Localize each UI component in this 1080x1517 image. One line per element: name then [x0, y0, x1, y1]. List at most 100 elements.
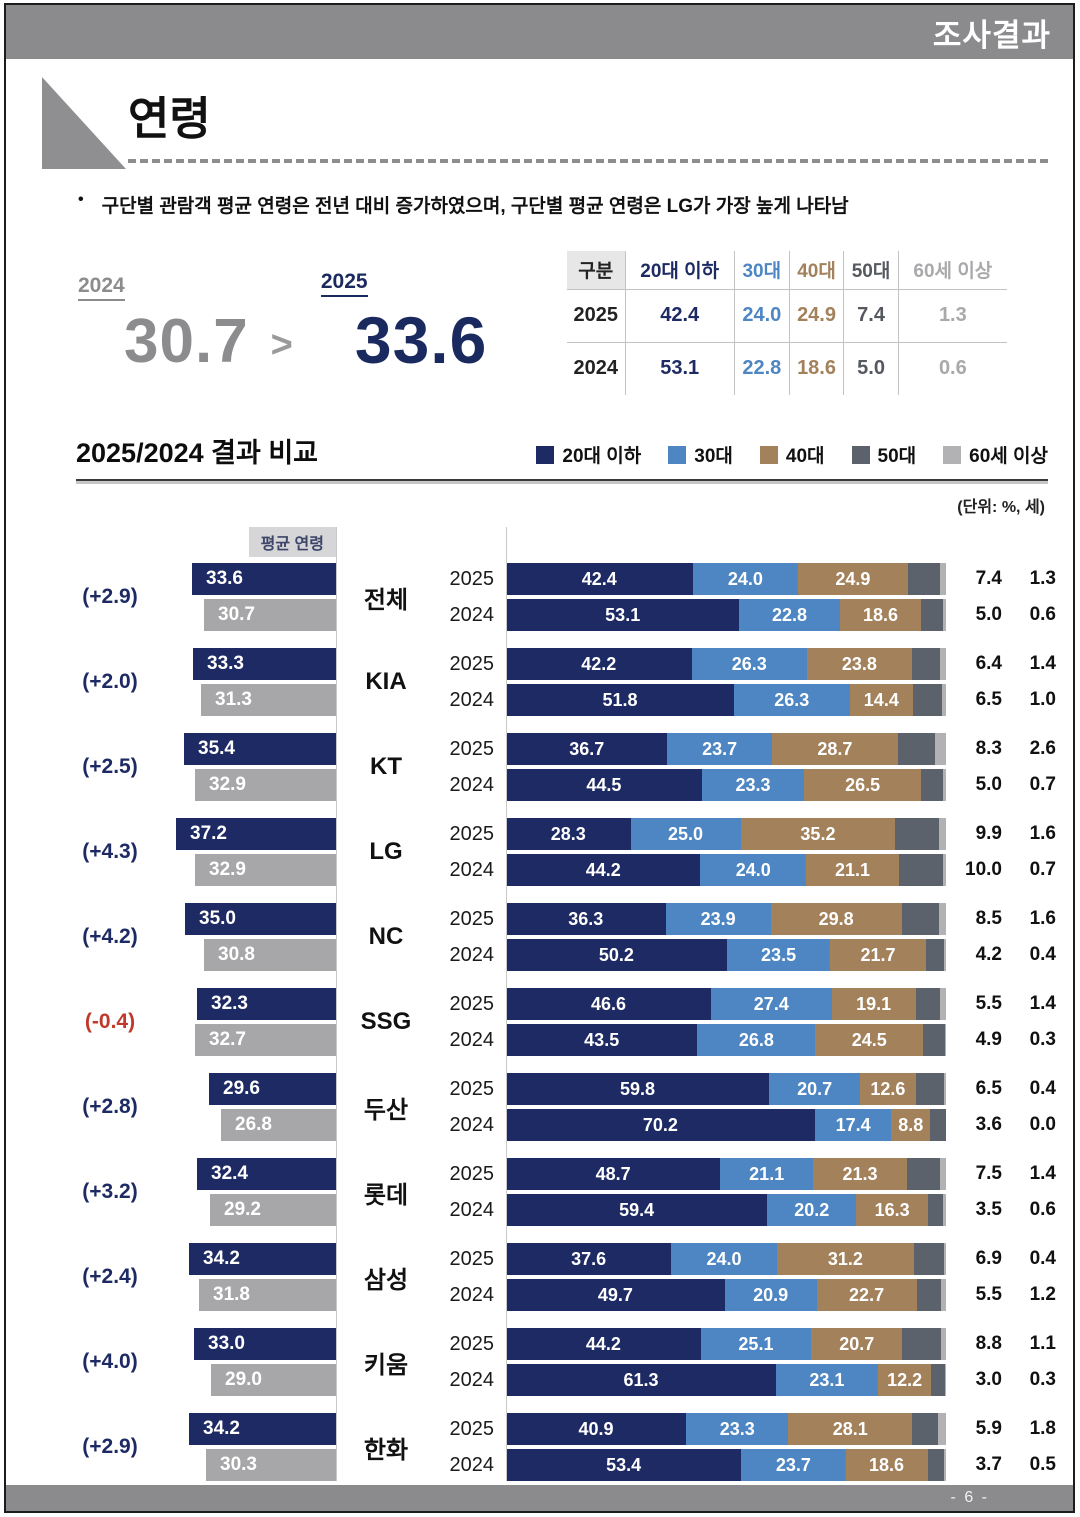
stack-segment: 42.4: [506, 563, 693, 595]
avg-bar-2025: 33.0: [194, 1328, 336, 1360]
avg-2024-block: 2024 30.7: [78, 274, 249, 373]
table-cell: 42.4: [624, 288, 735, 343]
stack-segment: 46.6: [506, 988, 712, 1020]
table-cell: 24.0: [733, 288, 790, 343]
stack-segment: 18.6: [845, 1449, 928, 1481]
legend-swatch-20s-icon: [536, 445, 555, 464]
stack-segment: 19.1: [831, 988, 916, 1020]
outside-value: 8.5: [975, 908, 1002, 929]
outside-value: 6.5: [975, 689, 1002, 710]
legend-item-20s: 20대 이하: [536, 441, 641, 468]
team-name-label: 삼성: [363, 1266, 409, 1294]
avg-bar-2024: 29.0: [211, 1364, 336, 1396]
avg-bar-2024: 32.9: [195, 769, 336, 801]
table-header-row: 구분 20대 이하 30대 40대 50대 60세 이상: [567, 251, 1007, 290]
team-row: (+2.9) 34.2 30.3 한화 2025 2024 40.9 23.3 28.1 53.4…: [36, 1413, 1073, 1481]
avg-age-chip: 평균 연령: [248, 527, 336, 557]
stack-segment: 44.2: [506, 854, 701, 886]
avg-bars: 33.3 31.3: [156, 648, 336, 716]
avg-bar-2025: 33.6: [192, 563, 336, 595]
stack-segment: [920, 769, 943, 801]
avg-bar-2025: 32.3: [197, 988, 336, 1020]
year-labels: 2025 2024: [436, 1243, 506, 1311]
table-cell: 53.1: [624, 341, 735, 395]
legend-item-40s: 40대: [759, 441, 825, 468]
stack-segment: 49.7: [506, 1279, 725, 1311]
legend-label: 20대 이하: [562, 446, 642, 467]
stacked-bars: 40.9 23.3 28.1 53.4 23.7 18.6: [506, 1413, 946, 1481]
stack-segment: 16.3: [856, 1194, 928, 1226]
avg-2025-label: 2025: [320, 270, 368, 297]
section-title: 연령: [128, 93, 211, 144]
stack-segment: 23.7: [741, 1449, 846, 1481]
outside-value: 0.7: [1029, 774, 1056, 795]
avg-bars: 35.0 30.8: [156, 903, 336, 971]
outside-value: 4.2: [975, 944, 1002, 965]
avg-delta-label: (-0.4): [84, 1010, 136, 1033]
team-name-label: 한화: [363, 1436, 409, 1464]
legend-item-60s: 60세 이상: [943, 441, 1048, 468]
stack-segment: [912, 1413, 939, 1445]
table-row-label: 2025: [567, 288, 626, 343]
team-row: (+2.8) 29.6 26.8 두산 2025 2024 59.8 20.7 12.6 70.2…: [36, 1073, 1073, 1141]
chart-legend: 20대 이하 30대 40대 50대 60세 이상: [536, 441, 1048, 470]
section-header: 연령: [42, 73, 1048, 171]
table-row-2024: 2024 53.1 22.8 18.6 5.0 0.6: [567, 341, 1007, 395]
age-distribution-table: 구분 20대 이하 30대 40대 50대 60세 이상 2025 42.4 2…: [567, 251, 1007, 395]
avg-delta-label: (+2.5): [82, 755, 138, 778]
outside-label-row: 10.0 0.7: [946, 854, 1073, 886]
avg-bars: 32.3 32.7: [156, 988, 336, 1056]
outside-value: 7.5: [975, 1163, 1002, 1184]
stack-segment: 23.8: [807, 648, 912, 680]
stacked-bar-2025: 40.9 23.3 28.1: [506, 1413, 946, 1445]
avg-delta-label: (+4.0): [82, 1350, 138, 1373]
comparison-header: 2025/2024 결과 비교 20대 이하 30대 40대 50대 60세 이…: [76, 431, 1048, 481]
stack-segment: [938, 818, 946, 850]
outside-value: 3.7: [975, 1454, 1002, 1475]
stack-segment: [939, 648, 946, 680]
stacked-bar-2024: 51.8 26.3 14.4: [506, 684, 946, 716]
stack-segment: 44.5: [506, 769, 702, 801]
stack-segment: 23.9: [665, 903, 771, 935]
year-label: 2025: [449, 1418, 495, 1440]
avg-bar-2025: 37.2: [176, 818, 336, 850]
stacked-bars: 37.6 24.0 31.2 49.7 20.9 22.7: [506, 1243, 947, 1311]
stack-segment: 35.2: [740, 818, 896, 850]
avg-bar-2024: 32.7: [195, 1024, 336, 1056]
stack-segment: 23.3: [701, 769, 805, 801]
legend-swatch-30s-icon: [668, 445, 687, 464]
year-labels: 2025 2024: [436, 1073, 506, 1141]
avg-bar-2025: 35.4: [184, 733, 336, 765]
stack-segment: 14.4: [849, 684, 913, 716]
year-label: 2025: [449, 1248, 495, 1270]
stack-segment: [921, 599, 944, 631]
stack-segment: [943, 1194, 946, 1226]
avg-bars: 34.2 30.3: [156, 1413, 336, 1481]
team-name-label: 롯데: [363, 1181, 409, 1209]
table-header-gubun: 구분: [567, 251, 626, 290]
avg-delta-label: (+2.0): [82, 670, 138, 693]
table-row-2025: 2025 42.4 24.0 24.9 7.4 1.3: [567, 288, 1007, 343]
stack-segment: [944, 1364, 946, 1396]
stacked-bars: 28.3 25.0 35.2 44.2 24.0 21.1: [506, 818, 946, 886]
outside-value: 5.9: [975, 1418, 1002, 1439]
avg-bar-2025: 32.4: [197, 1158, 336, 1190]
dashed-divider: [128, 159, 1048, 163]
stack-segment: 42.2: [506, 648, 692, 680]
outside-labels: 6.9 0.4 5.5 1.2: [946, 1243, 1073, 1311]
stack-segment: [940, 1279, 946, 1311]
stacked-bar-2024: 53.4 23.7 18.6: [506, 1449, 946, 1481]
stacked-bars: 42.4 24.0 24.9 53.1 22.8 18.6: [506, 563, 947, 631]
avg-bar-2024: 32.9: [195, 854, 336, 886]
table-cell: 0.6: [897, 341, 1007, 395]
stack-segment: 61.3: [506, 1364, 776, 1396]
outside-label-row: 8.5 1.6: [946, 903, 1073, 935]
stack-segment: 37.6: [506, 1243, 672, 1275]
outside-value: 5.0: [975, 604, 1002, 625]
year-label: 2025: [449, 568, 495, 590]
avg-bars: 33.6 30.7: [156, 563, 336, 631]
outside-labels: 6.4 1.4 6.5 1.0: [946, 648, 1073, 716]
outside-value: 1.8: [1029, 1418, 1056, 1439]
legend-label: 30대: [694, 446, 733, 467]
stack-segment: [944, 1024, 946, 1056]
